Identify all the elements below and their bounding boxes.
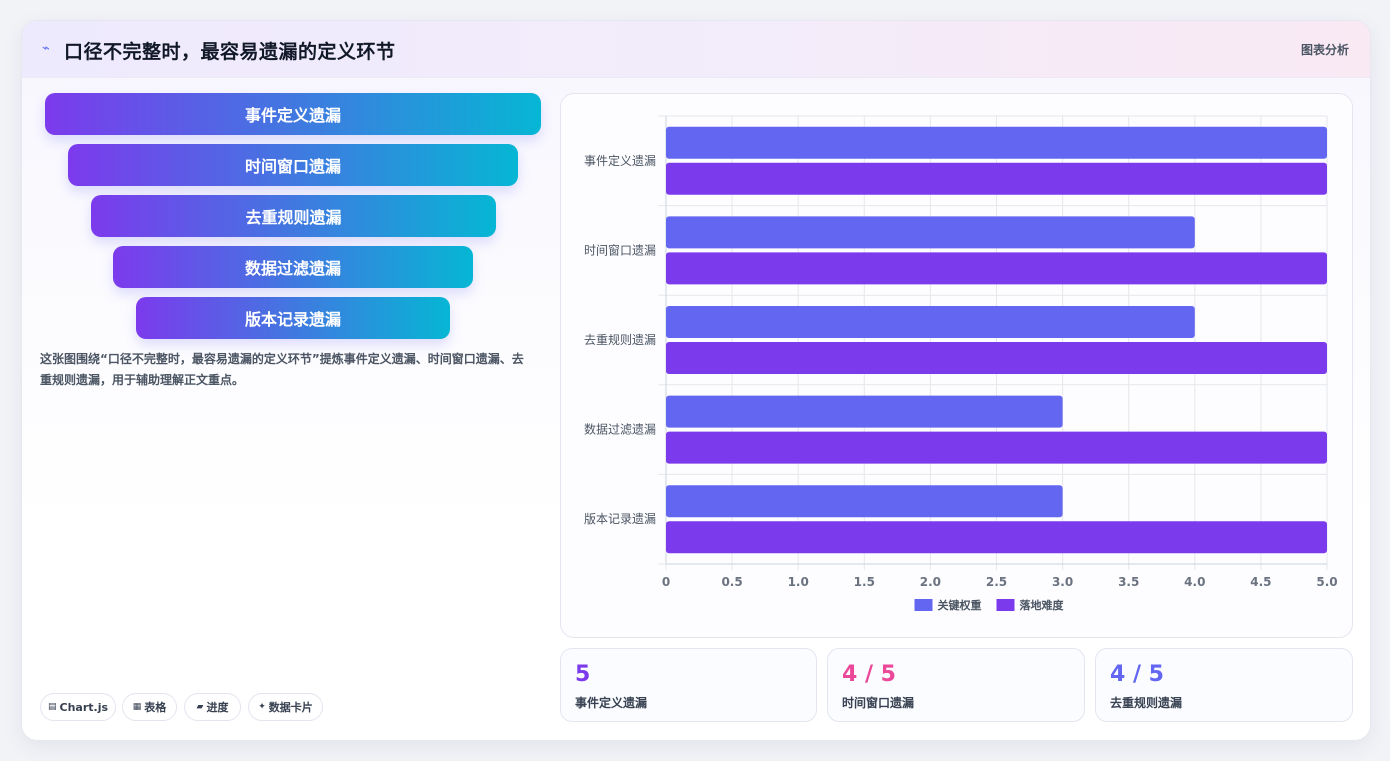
bar — [666, 431, 1327, 464]
chip-chartjs[interactable]: ▤ Chart.js — [40, 693, 116, 721]
progress-icon: ▰ — [196, 702, 204, 712]
stat-value: 4 / 5 — [842, 662, 896, 687]
bar — [666, 395, 1063, 428]
header-tag: 图表分析 — [1300, 43, 1349, 57]
analysis-card: ⌁ 口径不完整时，最容易遗漏的定义环节 图表分析 事件定义遗漏 时间窗口遗漏 去… — [21, 20, 1371, 741]
x-tick-label: 0.5 — [721, 575, 742, 589]
stat-value: 5 — [575, 662, 591, 687]
legend-swatch — [914, 599, 933, 611]
x-tick-label: 2.5 — [986, 575, 1007, 589]
chip-table[interactable]: ▦ 表格 — [122, 693, 177, 721]
y-tick-label: 去重规则遗漏 — [584, 332, 656, 347]
chip-progress[interactable]: ▰ 进度 — [184, 693, 241, 721]
x-tick-label: 3.5 — [1118, 575, 1139, 589]
bar — [666, 306, 1195, 338]
funnel-step: 版本记录遗漏 — [136, 297, 450, 339]
x-tick-label: 3.0 — [1052, 575, 1073, 589]
x-tick-label: 2.0 — [920, 575, 941, 589]
bar — [666, 252, 1327, 285]
x-tick-label: 4.5 — [1250, 575, 1271, 589]
funnel-step: 时间窗口遗漏 — [68, 144, 518, 186]
legend-label: 关键权重 — [938, 598, 982, 612]
chip-label: 进度 — [206, 701, 229, 714]
table-icon: ▦ — [132, 702, 142, 712]
description-text: 这张图围绕“口径不完整时，最容易遗漏的定义环节”提炼事件定义遗漏、时间窗口遗漏、… — [40, 352, 524, 387]
funnel-step: 去重规则遗漏 — [91, 195, 496, 237]
y-tick-label: 时间窗口遗漏 — [584, 243, 656, 257]
page-title: 口径不完整时，最容易遗漏的定义环节 — [64, 41, 396, 63]
x-tick-label: 1.5 — [854, 575, 875, 589]
stat-label: 去重规则遗漏 — [1110, 696, 1183, 710]
x-tick-label: 1.0 — [788, 575, 809, 589]
bar — [666, 521, 1327, 554]
chip-data-card[interactable]: ✦ 数据卡片 — [248, 693, 323, 721]
legend-label: 落地难度 — [1020, 598, 1065, 612]
stat-value: 4 / 5 — [1110, 662, 1164, 687]
stat-card: 4 / 5 时间窗口遗漏 — [827, 648, 1085, 722]
chip-label: 表格 — [144, 701, 167, 714]
stat-label: 事件定义遗漏 — [575, 696, 648, 710]
stat-card: 5 事件定义遗漏 — [560, 648, 817, 722]
sparkle-icon: ✦ — [258, 702, 266, 712]
y-tick-label: 数据过滤遗漏 — [584, 422, 656, 437]
chart-panel: 0 0.5 1.0 1.5 2.0 2.5 3.0 3.5 4.0 4.5 5.0 事件定义遗漏 时间窗… — [560, 93, 1353, 638]
y-tick-label: 版本记录遗漏 — [584, 512, 656, 526]
chip-label: Chart.js — [59, 700, 109, 714]
stat-label: 时间窗口遗漏 — [842, 696, 915, 710]
bar — [666, 216, 1195, 249]
funnel-step: 数据过滤遗漏 — [113, 246, 473, 288]
legend-swatch — [996, 599, 1015, 611]
bar — [666, 342, 1327, 374]
bar — [666, 126, 1327, 159]
funnel-step: 事件定义遗漏 — [45, 93, 541, 135]
x-tick-label: 4.0 — [1184, 575, 1205, 589]
bar — [666, 162, 1327, 195]
y-tick-label: 事件定义遗漏 — [584, 153, 656, 168]
chip-label: 数据卡片 — [268, 701, 313, 714]
bar-chart: 0 0.5 1.0 1.5 2.0 2.5 3.0 3.5 4.0 4.5 5.0 事件定义遗漏时间窗… — [584, 115, 1338, 612]
trend-line-icon: ⌁ — [42, 41, 50, 56]
x-tick-label: 5.0 — [1316, 575, 1337, 589]
stat-card: 4 / 5 去重规则遗漏 — [1095, 648, 1353, 722]
chart-icon: ▤ — [47, 702, 57, 712]
x-tick-label: 0 — [662, 575, 670, 589]
card-header: ⌁ 口径不完整时，最容易遗漏的定义环节 图表分析 — [22, 21, 1370, 78]
bar — [666, 485, 1063, 518]
